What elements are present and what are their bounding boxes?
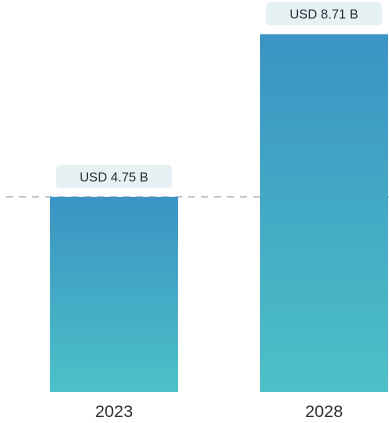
- bar-2028: [260, 34, 388, 393]
- value-label-bg-2028: [266, 2, 382, 26]
- value-label-bg-2023: [56, 164, 172, 188]
- value-label-2023: USD 4.75 B: [80, 169, 149, 184]
- plot-area: USD 4.75 B 2023 USD 8.71 B 2028: [6, 2, 389, 421]
- x-tick-label-2023: 2023: [95, 402, 133, 421]
- x-tick-label-2028: 2028: [305, 402, 343, 421]
- bar-2023: [50, 196, 178, 392]
- value-label-2028: USD 8.71 B: [290, 7, 359, 22]
